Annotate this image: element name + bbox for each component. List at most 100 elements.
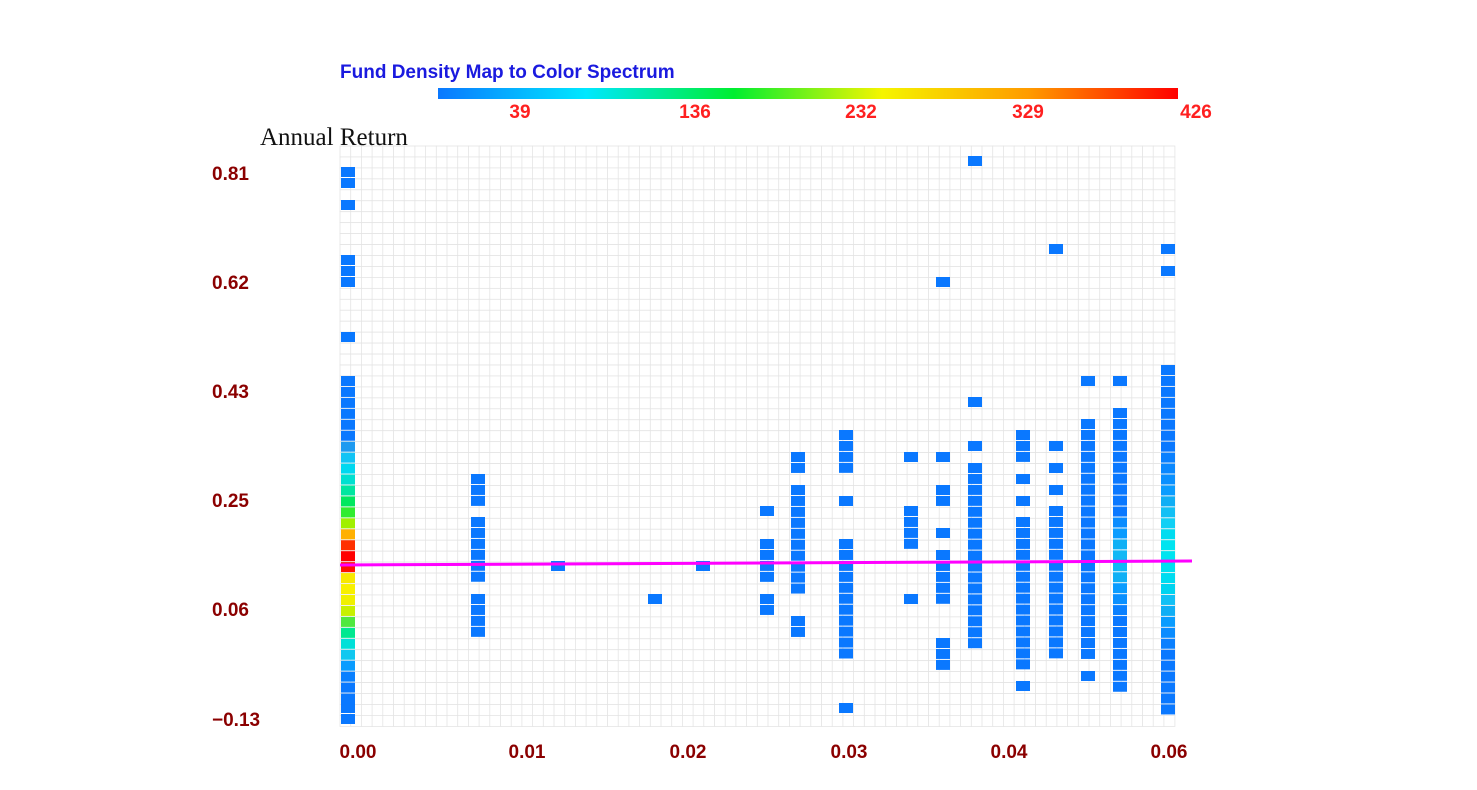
density-cell [1161,551,1175,562]
density-cell [1016,659,1030,670]
density-cell [471,604,485,615]
density-cell [1161,397,1175,408]
density-cell [1161,266,1175,276]
density-cell [1161,584,1175,594]
density-cell [1113,539,1127,550]
density-cell [341,485,355,496]
density-cell [341,167,355,177]
density-cell [1161,529,1175,540]
average-return-line [339,559,1193,567]
density-cell [968,506,982,517]
density-cell [1049,571,1063,582]
density-cell [471,538,485,549]
density-cell [1113,550,1127,561]
density-cell [341,441,355,452]
colorbar-tick-label: 232 [845,102,877,123]
density-cell [1049,549,1063,560]
density-cell [1081,583,1095,594]
density-cell [968,539,982,550]
density-cell [341,386,355,397]
x-tick-label: 0.00 [340,742,377,763]
density-cell [471,484,485,495]
density-cell [1016,648,1030,659]
density-cell [1081,440,1095,451]
density-cell [936,560,950,571]
density-cell [1113,561,1127,572]
density-cell [936,593,950,604]
density-cell [791,561,805,572]
density-cell [904,594,918,604]
density-cell [341,419,355,430]
density-cell [1113,637,1127,648]
density-cell [1081,627,1095,638]
density-cell [341,693,355,704]
density-cell [471,571,485,582]
density-cell [341,671,355,682]
density-cell [1081,473,1095,484]
density-cell [1113,376,1127,386]
y-tick-label: −0.13 [212,710,260,731]
density-cell [1161,540,1175,551]
density-cell [1016,604,1030,615]
density-cell [791,626,805,637]
density-cell [1161,671,1175,682]
density-cell [968,156,982,166]
density-cell [839,648,853,659]
density-cell [1016,517,1030,527]
density-cell [936,277,950,287]
density-cell [1049,485,1063,495]
density-cell [1161,386,1175,397]
density-cell [1016,582,1030,593]
density-cell [341,540,355,551]
density-cell [839,451,853,462]
density-cell [1113,408,1127,418]
x-axis-ticks: 0.00 0.01 0.02 0.03 0.04 0.06 [340,742,1188,763]
density-cell [968,638,982,649]
density-cell [1161,430,1175,441]
x-tick-label: 0.06 [1151,742,1188,763]
density-cell [341,682,355,693]
density-cell [968,517,982,528]
density-cell [760,594,774,604]
density-cell [936,582,950,593]
density-cell [1113,605,1127,616]
density-cell [1049,604,1063,615]
density-cell [1113,659,1127,670]
density-cell [551,561,565,571]
y-tick-label: 0.62 [212,273,249,294]
density-cell [1161,660,1175,671]
density-cell [791,495,805,506]
density-cell [791,485,805,495]
density-cell [1113,627,1127,637]
density-cell [1161,693,1175,704]
density-cell [341,562,355,573]
colorbar-tick-label: 329 [1012,102,1044,123]
y-tick-label: 0.43 [212,382,249,403]
density-cell [1161,518,1175,529]
density-cell [1113,583,1127,594]
density-cell [341,255,355,265]
density-cell [1161,244,1175,254]
density-cell [1081,616,1095,627]
density-cell [936,571,950,582]
density-cell [791,528,805,539]
density-cell [1161,594,1175,605]
density-cell [1016,681,1030,691]
density-cell [968,397,982,407]
density-cell [341,595,355,605]
density-cell [1161,419,1175,430]
density-cell [1049,538,1063,549]
density-cell [1161,496,1175,507]
density-cell [1049,615,1063,626]
density-cell [1113,572,1127,583]
density-cell [1081,429,1095,440]
density-cell [341,649,355,660]
density-cell [904,516,918,527]
density-cell [341,178,355,188]
density-cell [1081,506,1095,517]
density-cell [1016,538,1030,549]
density-cell [936,550,950,560]
density-cell [341,573,355,584]
density-cell [1081,528,1095,539]
